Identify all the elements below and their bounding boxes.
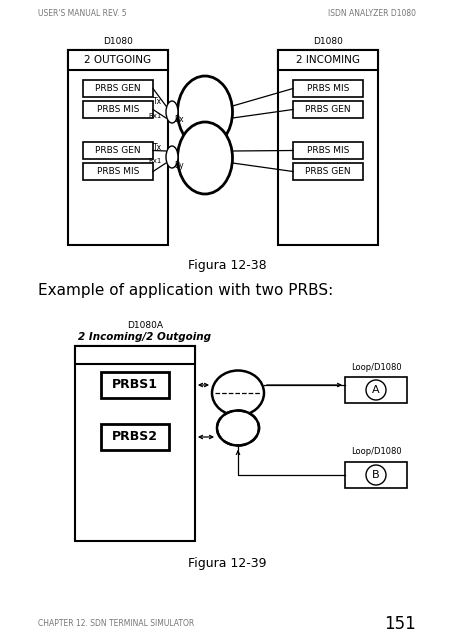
Text: Rx1: Rx1 <box>148 113 162 119</box>
Text: PRBS GEN: PRBS GEN <box>305 167 351 176</box>
Ellipse shape <box>212 371 264 415</box>
Text: D1080A: D1080A <box>127 321 163 330</box>
Text: PRBS GEN: PRBS GEN <box>95 146 141 155</box>
Text: B: B <box>372 470 380 480</box>
Text: PRBS GEN: PRBS GEN <box>305 105 351 114</box>
Text: Figura 12-39: Figura 12-39 <box>188 557 266 570</box>
Circle shape <box>366 380 386 400</box>
Bar <box>293 101 363 118</box>
Text: USER'S MANUAL REV. 5: USER'S MANUAL REV. 5 <box>38 8 127 17</box>
Ellipse shape <box>166 101 178 123</box>
Ellipse shape <box>166 146 178 168</box>
Text: Tx: Tx <box>153 97 162 106</box>
Bar <box>75 346 195 541</box>
Text: Example of application with two PRBS:: Example of application with two PRBS: <box>38 284 333 298</box>
Bar <box>278 50 378 245</box>
Text: A: A <box>372 385 380 395</box>
Bar <box>68 50 168 245</box>
Bar <box>101 424 169 450</box>
Text: Loop/D1080: Loop/D1080 <box>350 362 401 371</box>
Text: 151: 151 <box>384 615 416 633</box>
Text: Figura 12-38: Figura 12-38 <box>188 259 266 271</box>
Text: 2 INCOMING: 2 INCOMING <box>296 55 360 65</box>
Bar <box>83 142 153 159</box>
Text: By: By <box>174 161 183 170</box>
Ellipse shape <box>178 122 232 194</box>
Text: ISDN ANALYZER D1080: ISDN ANALYZER D1080 <box>328 8 416 17</box>
Bar <box>293 142 363 159</box>
Text: 2 OUTGOING: 2 OUTGOING <box>84 55 152 65</box>
Bar <box>278 50 378 70</box>
Text: Tx: Tx <box>153 143 162 152</box>
Bar <box>83 101 153 118</box>
Ellipse shape <box>178 76 232 148</box>
Ellipse shape <box>217 410 259 445</box>
Bar <box>83 163 153 180</box>
Bar <box>293 163 363 180</box>
Bar <box>75 346 195 364</box>
Text: 2 Incoming/2 Outgoing: 2 Incoming/2 Outgoing <box>79 332 212 342</box>
Bar <box>345 462 407 488</box>
Text: Rx1: Rx1 <box>148 158 162 164</box>
Text: PRBS MIS: PRBS MIS <box>307 84 349 93</box>
Text: D1080: D1080 <box>103 38 133 47</box>
Bar <box>101 372 169 398</box>
Bar <box>293 80 363 97</box>
Bar <box>83 80 153 97</box>
Text: PRBS1: PRBS1 <box>112 378 158 392</box>
Text: PRBS MIS: PRBS MIS <box>97 167 139 176</box>
Circle shape <box>366 465 386 485</box>
Text: Loop/D1080: Loop/D1080 <box>350 447 401 456</box>
Bar <box>68 50 168 70</box>
Text: CHAPTER 12. SDN TERMINAL SIMULATOR: CHAPTER 12. SDN TERMINAL SIMULATOR <box>38 620 194 628</box>
Text: PRBS MIS: PRBS MIS <box>97 105 139 114</box>
Text: D1080: D1080 <box>313 38 343 47</box>
Text: Bx: Bx <box>174 115 183 125</box>
Text: PRBS GEN: PRBS GEN <box>95 84 141 93</box>
Text: PRBS MIS: PRBS MIS <box>307 146 349 155</box>
Bar <box>345 377 407 403</box>
Text: PRBS2: PRBS2 <box>112 431 158 444</box>
